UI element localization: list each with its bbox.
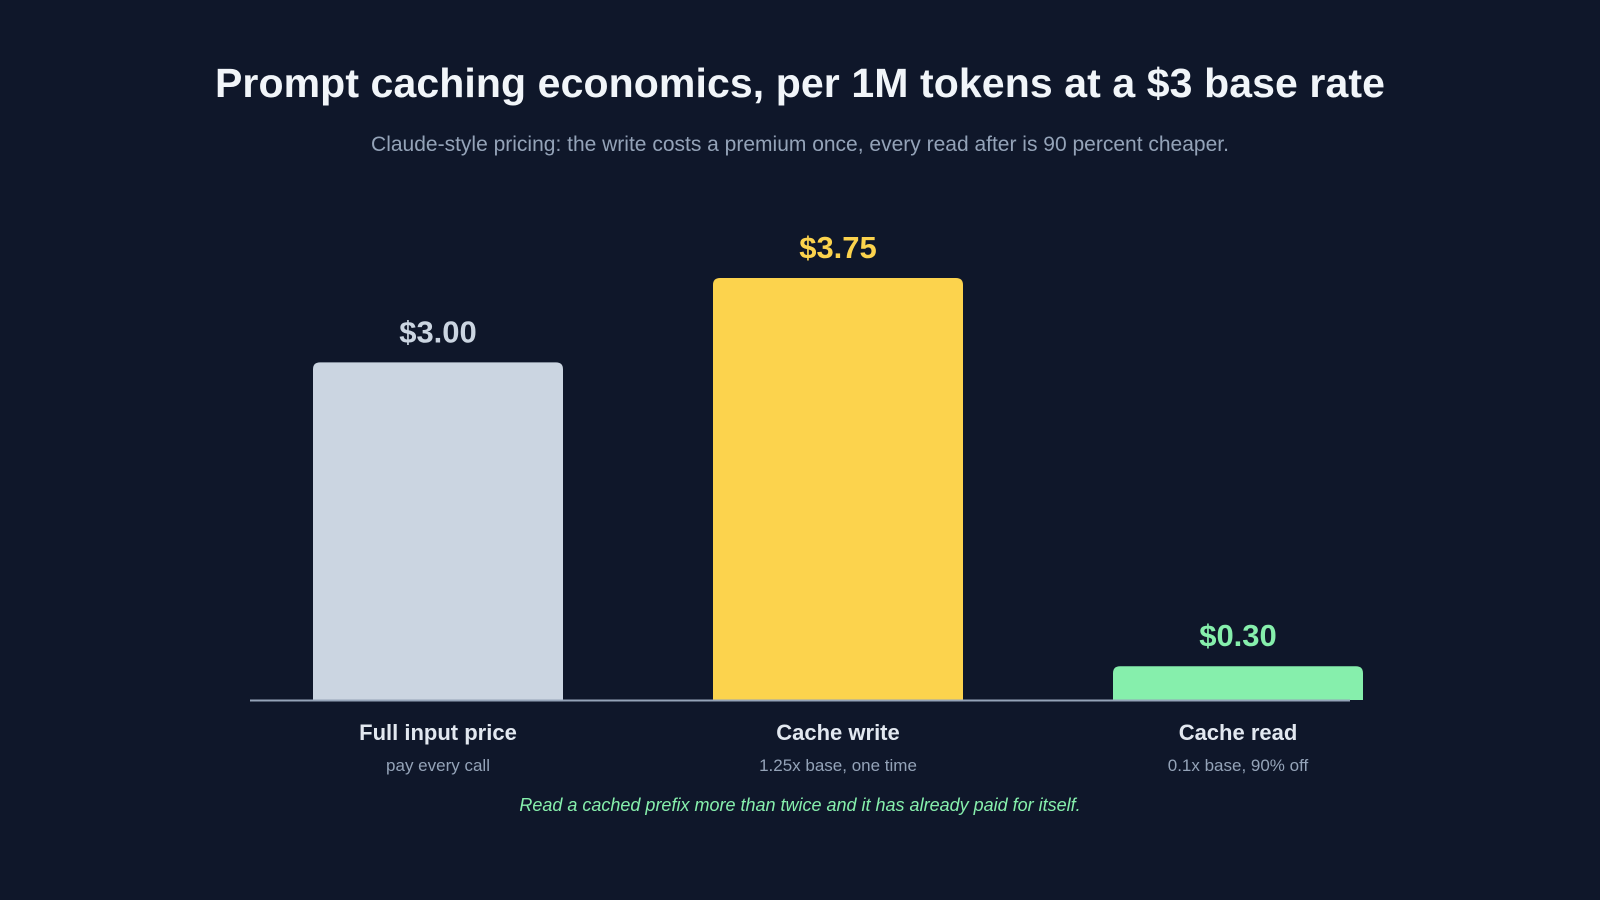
category-label: Cache write <box>776 720 900 745</box>
category-sublabel: 1.25x base, one time <box>759 756 917 775</box>
chart-footnote: Read a cached prefix more than twice and… <box>519 795 1081 815</box>
bar-value-label: $3.75 <box>799 230 877 265</box>
bar-cache-write <box>713 278 963 700</box>
category-label: Full input price <box>359 720 517 745</box>
chart-subtitle: Claude-style pricing: the write costs a … <box>371 133 1229 156</box>
bar-cache-read <box>1113 666 1363 700</box>
bar-value-label: $0.30 <box>1199 618 1277 653</box>
category-label: Cache read <box>1179 720 1298 745</box>
bar-full-input-price <box>313 362 563 700</box>
category-sublabel: pay every call <box>386 756 490 775</box>
category-sublabel: 0.1x base, 90% off <box>1168 756 1309 775</box>
chart-title: Prompt caching economics, per 1M tokens … <box>214 60 1386 106</box>
bar-value-label: $3.00 <box>399 314 477 349</box>
